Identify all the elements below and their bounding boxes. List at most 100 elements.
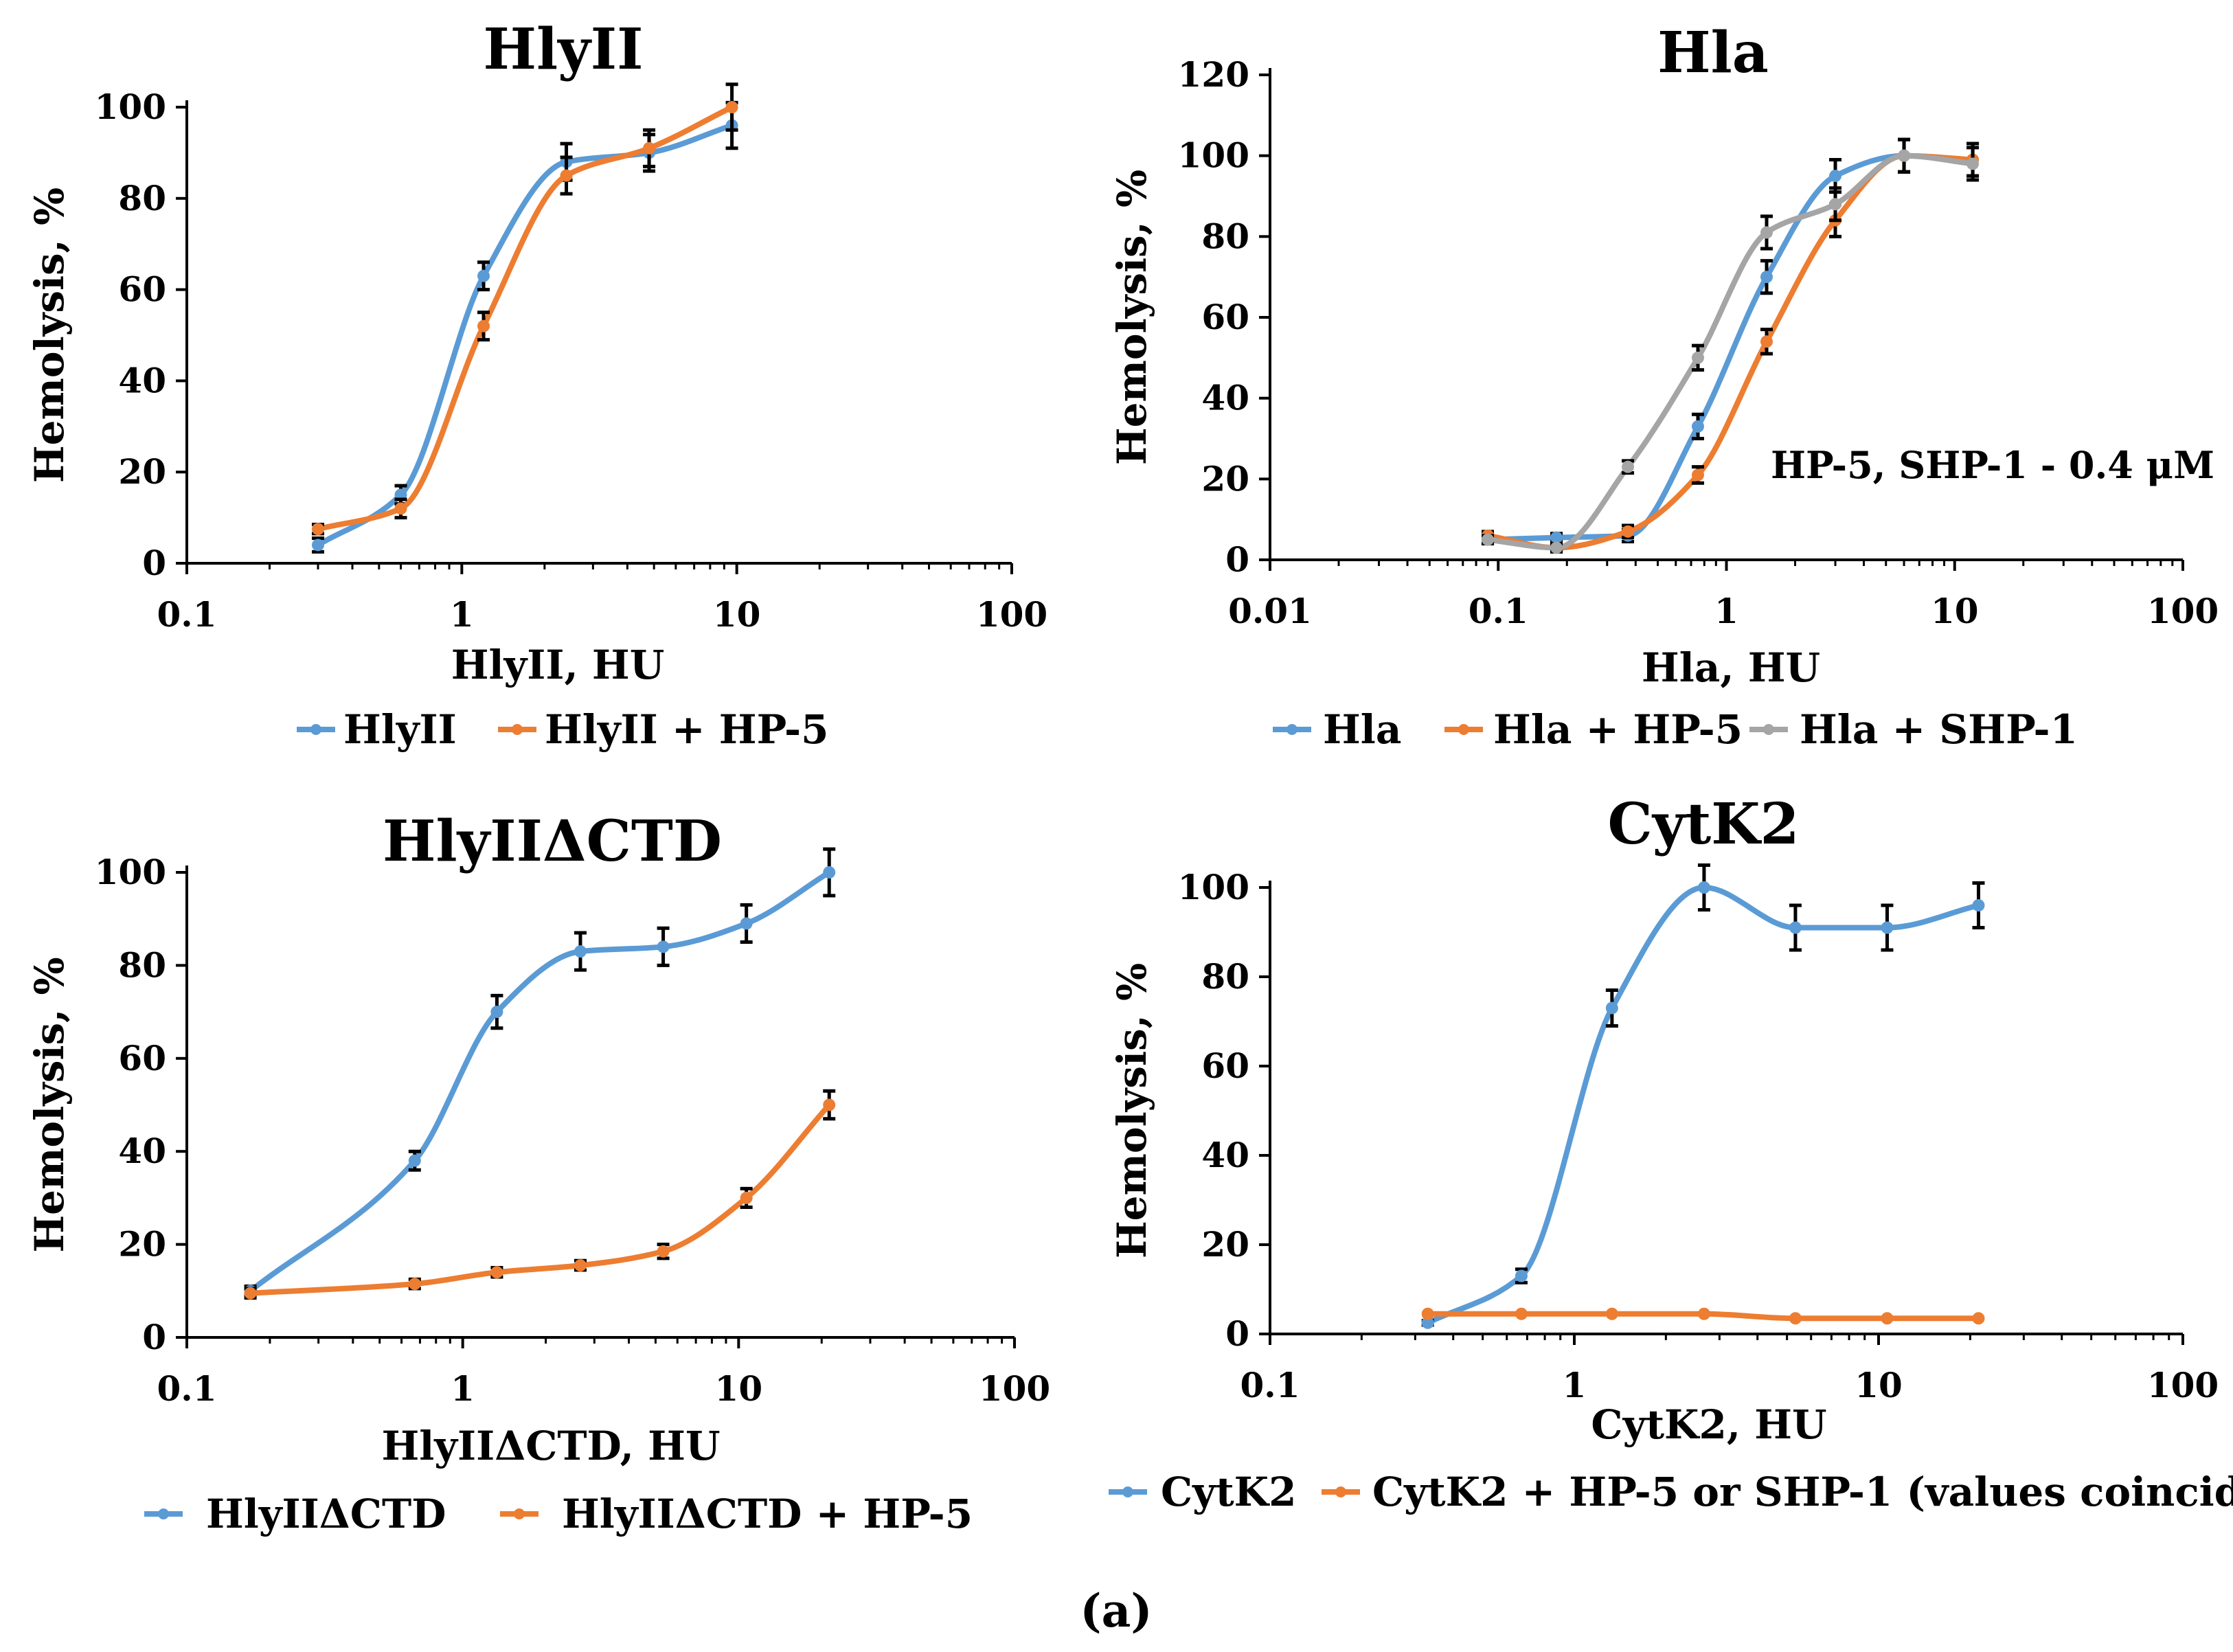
data-point [1515, 1307, 1528, 1320]
data-point [490, 1266, 503, 1279]
series-cytk2 [1421, 863, 1985, 1329]
y-tick-label: 60 [1201, 1045, 1249, 1086]
x-tick-label: 10 [713, 594, 761, 635]
data-point [1421, 1307, 1434, 1320]
data-point [725, 101, 738, 113]
y-axis-label: Hemolysis, % [26, 957, 73, 1252]
data-point [1515, 1269, 1528, 1282]
x-axis-label: HlyIIΔCTD, HU [381, 1423, 720, 1469]
y-tick-label: 0 [142, 543, 166, 583]
series-hla-shp-1 [1482, 137, 1980, 554]
x-tick-label: 1 [1714, 591, 1738, 631]
legend-marker [1335, 1486, 1346, 1497]
legend-item-hlyii-hp-5: HlyII + HP-5 [498, 706, 828, 753]
legend-label: HlyIIΔCTD [206, 1491, 446, 1537]
y-tick-label: 60 [118, 269, 166, 310]
y-tick-label: 80 [118, 178, 166, 218]
x-tick-label: 100 [2147, 1365, 2219, 1405]
data-point [657, 940, 670, 953]
series-hlyii-ctd [244, 847, 836, 1298]
y-tick-label: 20 [118, 451, 166, 492]
chart-title: CytK2 [1607, 791, 1799, 857]
y-tick-label: 100 [95, 87, 166, 127]
figure-caption: (a) [1080, 1584, 1152, 1638]
chart-panel-hla: Hla 0 20 40 60 80 100 120 0.01 0.1 1 10 100 Hla, HU He… [1109, 20, 2219, 753]
data-point [574, 945, 587, 958]
legend-marker [1286, 724, 1297, 735]
y-axis-label: Hemolysis, % [1109, 963, 1155, 1258]
series-hlyii-hp-5 [312, 82, 738, 536]
data-point [1789, 1312, 1802, 1325]
data-point [560, 169, 573, 182]
legend-item-hlyii-ctd: HlyIIΔCTD [144, 1491, 446, 1537]
data-point [312, 539, 325, 552]
chart-panel-cytk2: CytK2 0 20 40 60 80 100 0.1 1 10 100 CytK2, HU Hemol… [1109, 791, 2233, 1515]
x-tick-label: 10 [715, 1368, 763, 1409]
legend-label: CytK2 [1161, 1469, 1296, 1515]
data-point [1550, 531, 1563, 544]
series-line [1425, 885, 1982, 1326]
data-point [1972, 1312, 1985, 1325]
data-point [823, 866, 836, 879]
series-line [315, 122, 735, 548]
x-tick-label: 1 [451, 1368, 475, 1409]
data-point [574, 1259, 587, 1272]
chart-title: HlyIIΔCTD [383, 808, 722, 874]
legend-label: Hla + HP-5 [1493, 706, 1743, 753]
data-point [1760, 271, 1773, 284]
x-tick-label: 100 [2147, 591, 2219, 631]
y-tick-label: 60 [1201, 297, 1249, 337]
data-point [477, 269, 490, 282]
legend-marker [514, 1508, 525, 1519]
x-axis-label: CytK2, HU [1591, 1401, 1826, 1448]
data-point [1691, 468, 1704, 482]
legend-item-hla: Hla [1273, 706, 1401, 753]
data-point [1829, 170, 1842, 183]
data-point [657, 1245, 670, 1258]
data-point [312, 523, 325, 536]
data-point [1622, 460, 1635, 473]
data-point [477, 319, 490, 332]
chart-title: Hla [1657, 20, 1769, 86]
x-tick-label: 0.1 [1469, 591, 1528, 631]
y-tick-label: 60 [118, 1038, 166, 1078]
data-point [408, 1278, 421, 1291]
data-point [1972, 899, 1985, 912]
legend-marker [512, 724, 523, 735]
legend-marker [310, 724, 321, 735]
x-tick-label: 0.01 [1228, 591, 1312, 631]
data-point [643, 142, 656, 155]
data-point [1605, 1307, 1618, 1320]
y-axis-label: Hemolysis, % [26, 188, 73, 483]
y-tick-label: 0 [1225, 539, 1249, 580]
data-point [1482, 533, 1495, 546]
legend-label: Hla [1323, 706, 1401, 753]
x-tick-label: 10 [1931, 591, 1979, 631]
data-point [490, 1006, 503, 1019]
data-point [1697, 881, 1710, 894]
data-point [1691, 351, 1704, 364]
chart-panel-hlyii-delta-ctd: HlyIIΔCTD 0 20 40 60 80 100 0.1 1 10 100 HlyIIΔCTD,… [26, 808, 1050, 1537]
data-point [740, 1191, 753, 1204]
data-point [1760, 226, 1773, 239]
legend-label: CytK2 + HP-5 or SHP-1 (values coincided) [1372, 1469, 2233, 1515]
chart-title: HlyII [484, 16, 644, 82]
y-tick-label: 120 [1178, 54, 1249, 95]
y-tick-label: 0 [1225, 1313, 1249, 1354]
x-tick-label: 1 [450, 594, 474, 635]
x-tick-label: 0.1 [157, 1368, 217, 1409]
x-axis-label: Hla, HU [1642, 644, 1820, 691]
legend-marker [1122, 1486, 1133, 1497]
data-point [1760, 335, 1773, 348]
x-axis-label: HlyII, HU [451, 642, 665, 688]
y-tick-label: 80 [1201, 956, 1249, 997]
chart-annotation: HP-5, SHP-1 - 0.4 μM [1771, 443, 2214, 487]
data-point [1550, 541, 1563, 554]
legend-item-hlyii-ctd-hp-5: HlyIIΔCTD + HP-5 [500, 1491, 973, 1537]
data-point [1697, 1307, 1710, 1320]
legend-item-hlyii: HlyII [297, 706, 457, 753]
legend-marker [1763, 724, 1774, 735]
x-tick-label: 1 [1563, 1365, 1587, 1405]
data-point [740, 917, 753, 930]
